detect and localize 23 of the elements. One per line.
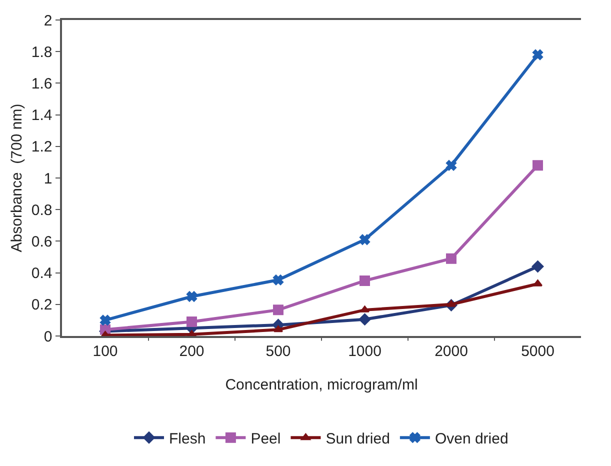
y-tick-label: 1.4 bbox=[31, 107, 52, 124]
legend-label: Peel bbox=[250, 430, 281, 448]
y-tick-label: 0 bbox=[44, 328, 52, 346]
x-axis-title: Concentration, microgram/ml bbox=[225, 376, 418, 394]
y-tick-label: 0.4 bbox=[31, 265, 52, 282]
x-tick-label: 2000 bbox=[434, 342, 468, 360]
x-tick-label: 200 bbox=[179, 342, 204, 360]
y-tick-label: 2 bbox=[44, 12, 52, 30]
legend-label: Sun dried bbox=[326, 430, 390, 448]
legend-label: Flesh bbox=[169, 430, 206, 448]
legend-label: Oven dried bbox=[434, 430, 508, 448]
y-axis-title: Absorbance (700 nm) bbox=[8, 104, 26, 252]
y-tick-label: 1.8 bbox=[31, 44, 52, 61]
x-tick-label: 5000 bbox=[521, 342, 554, 360]
y-tick-label: 0.2 bbox=[31, 296, 52, 314]
x-tick-label: 100 bbox=[92, 342, 118, 360]
y-tick-label: 0.8 bbox=[31, 202, 52, 219]
y-tick-label: 1.6 bbox=[31, 75, 52, 92]
y-tick-label: 0.6 bbox=[31, 233, 52, 250]
x-tick-label: 500 bbox=[266, 342, 291, 360]
x-tick-label: 1000 bbox=[348, 342, 382, 360]
y-tick-label: 1.2 bbox=[31, 138, 52, 156]
y-tick-label: 1 bbox=[44, 170, 52, 188]
